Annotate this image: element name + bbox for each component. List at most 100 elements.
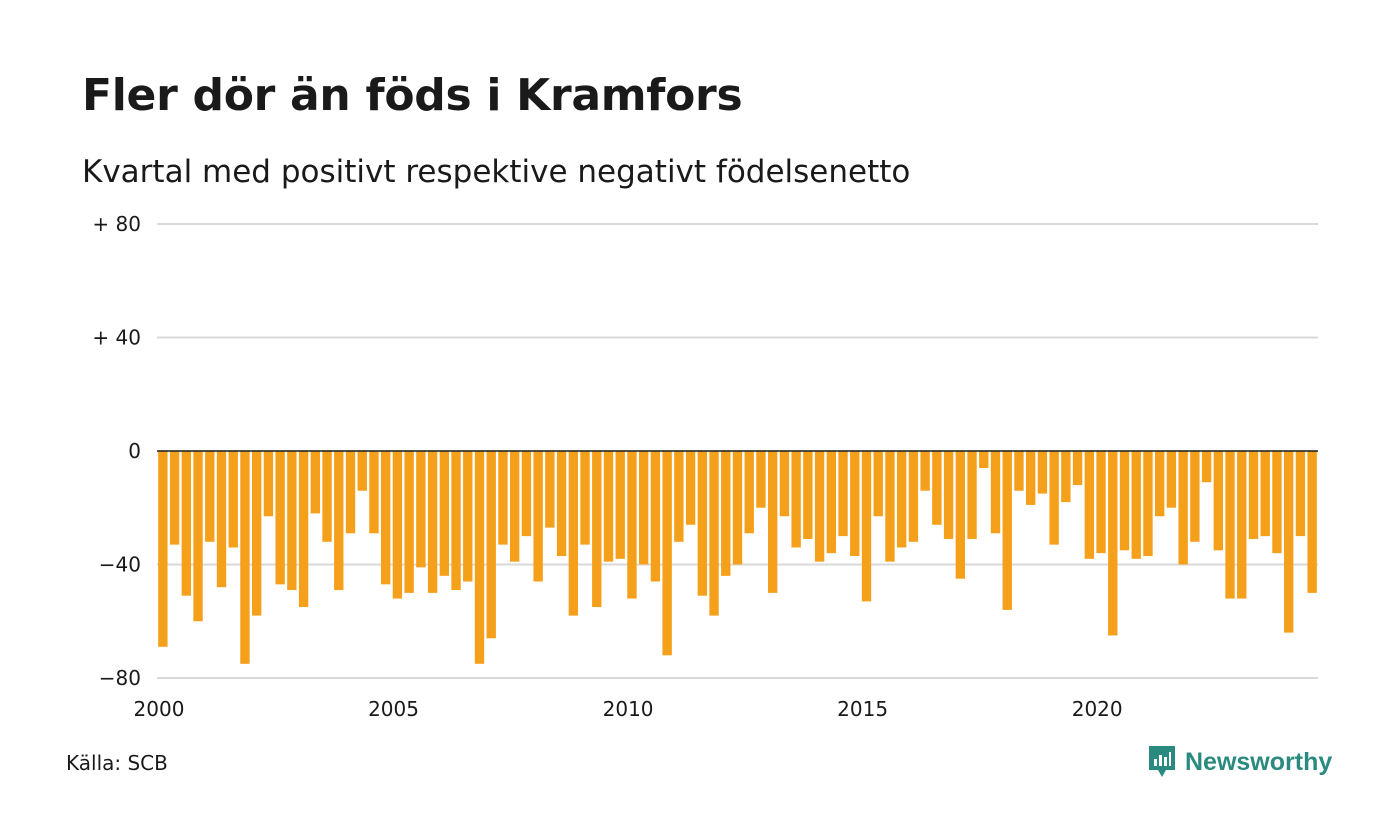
bar <box>779 451 790 517</box>
bar <box>1178 451 1188 565</box>
bar <box>908 451 919 542</box>
bar <box>1025 451 1036 505</box>
bar <box>427 451 438 593</box>
bar <box>709 451 719 616</box>
bar <box>416 451 426 568</box>
bar <box>814 451 825 562</box>
bar <box>240 451 250 664</box>
bar <box>345 451 356 534</box>
x-axis-ticks: 2000 2005 2010 2015 2020 <box>134 697 1123 721</box>
bar <box>1014 451 1024 491</box>
bar <box>287 451 297 591</box>
bar <box>486 451 496 639</box>
bar <box>1283 451 1294 633</box>
bar <box>521 451 532 537</box>
bar <box>721 451 731 576</box>
bar <box>463 451 473 582</box>
bar <box>885 451 895 562</box>
bar <box>1307 451 1317 593</box>
bar <box>357 451 367 491</box>
bar <box>263 451 274 517</box>
bar <box>322 451 332 542</box>
bar <box>310 451 321 514</box>
bar <box>850 451 860 556</box>
bar <box>275 451 285 585</box>
bar <box>744 451 754 534</box>
bar <box>1248 451 1259 539</box>
chart-subtitle: Kvartal med positivt respektive negativt… <box>82 154 911 190</box>
bar <box>1225 451 1235 599</box>
bar <box>1260 451 1270 537</box>
y-tick-label: −80 <box>99 666 141 690</box>
y-tick-label: + 80 <box>92 212 141 236</box>
bar <box>990 451 1001 534</box>
bar <box>205 451 215 542</box>
bar <box>404 451 414 593</box>
bar <box>1049 451 1059 545</box>
bar <box>943 451 954 539</box>
bar <box>732 451 743 565</box>
bar <box>638 451 649 565</box>
bar <box>873 451 883 517</box>
bar <box>498 451 508 545</box>
bar <box>592 451 602 608</box>
bar <box>545 451 555 528</box>
x-tick-label: 2015 <box>837 697 888 721</box>
chart-title: Fler dör än föds i Kramfors <box>82 70 743 121</box>
x-tick-label: 2000 <box>134 697 185 721</box>
y-tick-label: −40 <box>99 553 141 577</box>
bar <box>181 451 192 596</box>
bar <box>392 451 403 599</box>
brand-logo: Newsworthy <box>1147 744 1332 780</box>
bar <box>1213 451 1224 551</box>
bar <box>169 451 180 545</box>
bar <box>674 451 684 542</box>
bar <box>439 451 450 576</box>
bar <box>955 451 966 579</box>
bar <box>1002 451 1012 610</box>
bar <box>756 451 766 508</box>
source-note: Källa: SCB <box>66 751 168 775</box>
bar <box>826 451 837 554</box>
bar <box>1072 451 1083 486</box>
bar <box>615 451 625 559</box>
bar <box>920 451 930 491</box>
bar <box>697 451 708 596</box>
bar <box>1108 451 1118 636</box>
bar <box>838 451 848 537</box>
bar <box>568 451 579 616</box>
bar <box>1061 451 1071 503</box>
bar <box>451 451 461 591</box>
bar <box>1119 451 1130 551</box>
bar <box>1154 451 1165 517</box>
brand-name: Newsworthy <box>1185 747 1333 776</box>
bar <box>369 451 379 534</box>
bar <box>1295 451 1306 537</box>
x-tick-label: 2020 <box>1072 697 1123 721</box>
y-tick-label: 0 <box>128 439 141 463</box>
bar <box>1190 451 1200 542</box>
bar <box>1272 451 1282 554</box>
bar <box>685 451 696 525</box>
bar <box>580 451 590 545</box>
bar <box>298 451 309 608</box>
bar <box>474 451 485 664</box>
bar <box>228 451 238 548</box>
bar <box>650 451 661 582</box>
bar <box>979 451 989 469</box>
bar <box>1131 451 1141 559</box>
bar <box>380 451 391 585</box>
bar <box>1166 451 1177 508</box>
bar <box>193 451 203 622</box>
bar <box>1201 451 1212 483</box>
bar <box>932 451 942 525</box>
bar <box>216 451 227 588</box>
bar <box>509 451 520 562</box>
bar <box>662 451 672 656</box>
bar <box>791 451 801 548</box>
bar <box>251 451 262 616</box>
bar <box>1084 451 1095 559</box>
bar <box>861 451 872 602</box>
bar <box>603 451 614 562</box>
